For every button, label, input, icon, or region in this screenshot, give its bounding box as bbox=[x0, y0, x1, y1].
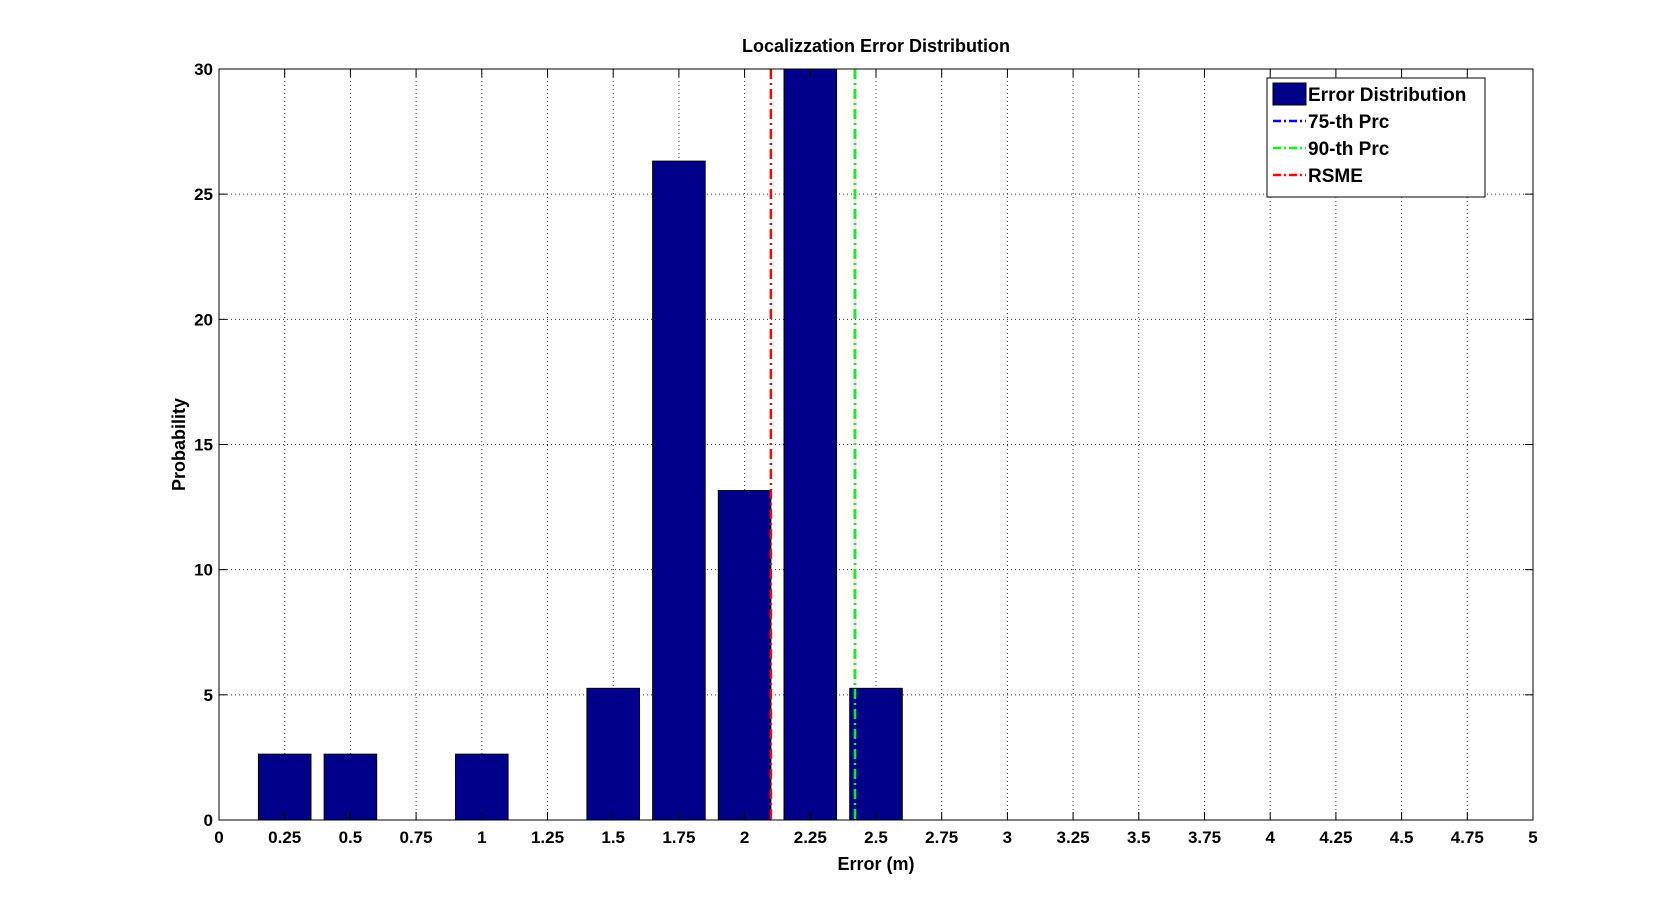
histogram-bar bbox=[783, 68, 838, 821]
legend-entry-label: 75-th Prc bbox=[1308, 112, 1390, 133]
x-tick-label: 0.25 bbox=[268, 828, 301, 847]
x-tick-label: 1.25 bbox=[531, 828, 564, 847]
x-tick-label: 5 bbox=[1528, 828, 1537, 847]
x-tick-label: 2.5 bbox=[864, 828, 888, 847]
y-tick-label: 20 bbox=[194, 310, 213, 329]
y-axis-label: Probability bbox=[169, 398, 189, 491]
x-tick-label: 2.25 bbox=[794, 828, 827, 847]
legend-entry-label: RSME bbox=[1308, 166, 1363, 187]
x-tick-label: 1.5 bbox=[601, 828, 625, 847]
y-tick-label: 10 bbox=[194, 561, 213, 580]
histogram-bar bbox=[717, 490, 772, 821]
x-tick-label: 4.5 bbox=[1390, 828, 1414, 847]
legend-entry-label: 90-th Prc bbox=[1308, 139, 1390, 160]
histogram-bar bbox=[323, 753, 378, 821]
histogram-bar bbox=[586, 687, 640, 821]
x-tick-label: 3 bbox=[1003, 828, 1012, 847]
y-tick-label: 5 bbox=[204, 686, 213, 705]
x-tick-label: 3.75 bbox=[1188, 828, 1221, 847]
chart-title: Localizzation Error Distribution bbox=[742, 36, 1010, 56]
bars-layer bbox=[257, 68, 903, 821]
x-tick-label: 3.25 bbox=[1057, 828, 1090, 847]
x-axis-label: Error (m) bbox=[837, 854, 914, 874]
legend: Error Distribution 75-th Prc 90-th Prc RSME bbox=[1266, 77, 1486, 198]
x-tick-label: 3.5 bbox=[1127, 828, 1151, 847]
x-tick-label: 0.5 bbox=[339, 828, 363, 847]
x-tick-label: 4.25 bbox=[1319, 828, 1352, 847]
legend-entry-label: Error Distribution bbox=[1308, 85, 1466, 106]
reference-lines-layer bbox=[769, 69, 857, 820]
histogram-bar bbox=[455, 753, 509, 821]
y-tick-label: 0 bbox=[204, 811, 213, 830]
legend-swatch-bar bbox=[1272, 82, 1307, 106]
x-tick-label: 1 bbox=[477, 828, 486, 847]
x-tick-label: 4.75 bbox=[1451, 828, 1484, 847]
y-tick-label: 15 bbox=[194, 436, 213, 455]
ticks-layer: 0 0.25 0.5 0.75 1 1.25 1.5 1.75 2 2.25 2.5 2.75 3 3.2… bbox=[194, 60, 1538, 847]
x-tick-label: 4 bbox=[1265, 828, 1275, 847]
histogram-bar bbox=[652, 160, 706, 821]
histogram-bar bbox=[849, 687, 903, 821]
x-tick-label: 0 bbox=[214, 828, 223, 847]
y-tick-label: 30 bbox=[194, 60, 213, 79]
x-tick-label: 2.75 bbox=[925, 828, 958, 847]
x-tick-label: 2 bbox=[740, 828, 749, 847]
y-tick-label: 25 bbox=[194, 185, 213, 204]
x-tick-label: 1.75 bbox=[662, 828, 695, 847]
histogram-bar bbox=[257, 753, 312, 821]
x-tick-label: 0.75 bbox=[400, 828, 433, 847]
